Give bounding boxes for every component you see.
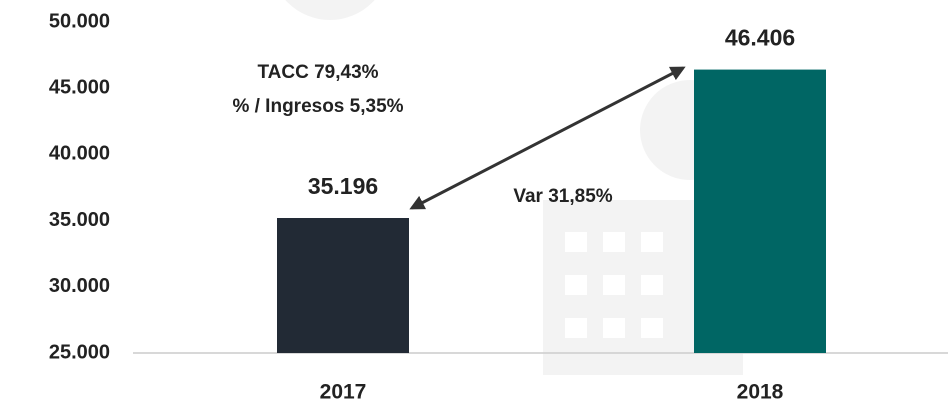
annotation: % / Ingresos 5,35% — [232, 96, 403, 117]
y-tick-label: 45.000 — [49, 76, 110, 98]
value-label: 46.406 — [725, 25, 795, 51]
annotation: Var 31,85% — [513, 186, 612, 207]
bar — [694, 70, 826, 353]
y-tick-label: 30.000 — [49, 275, 110, 297]
y-tick-label: 25.000 — [49, 341, 110, 363]
annotation: TACC 79,43% — [257, 62, 378, 83]
y-tick-label: 50.000 — [49, 10, 110, 32]
watermark-windows — [565, 232, 663, 338]
x-tick-label: 2017 — [320, 381, 367, 404]
y-tick-label: 35.000 — [49, 209, 110, 231]
value-label: 35.196 — [308, 173, 378, 199]
bar — [277, 218, 409, 353]
y-tick-label: 40.000 — [49, 143, 110, 165]
chart: TACC 79,43% % / Ingresos 5,35% Var 31,85… — [0, 0, 948, 408]
x-tick-label: 2018 — [737, 381, 784, 404]
